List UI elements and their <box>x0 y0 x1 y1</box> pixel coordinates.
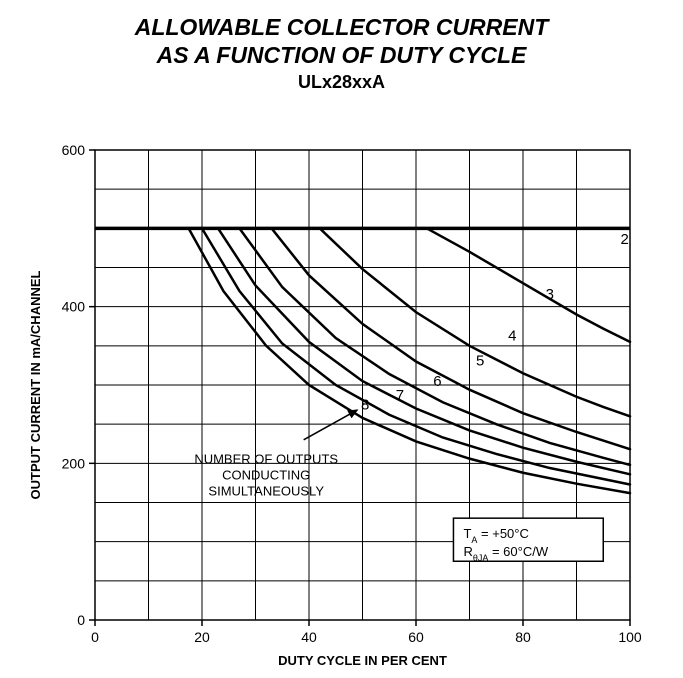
annotation-arrow <box>304 410 358 440</box>
curve-label-8: 8 <box>361 396 369 413</box>
x-axis-label: DUTY CYCLE IN PER CENT <box>278 653 447 668</box>
curve-label-6: 6 <box>433 373 441 390</box>
curve-2 <box>427 228 630 342</box>
annotation-line2: CONDUCTING <box>222 467 310 482</box>
annotation-line3: SIMULTANEOUSLY <box>208 483 324 498</box>
y-tick-label: 400 <box>62 299 86 315</box>
curve-label-5: 5 <box>476 352 484 369</box>
x-tick-label: 80 <box>515 629 531 645</box>
x-tick-label: 60 <box>408 629 424 645</box>
x-tick-label: 0 <box>91 629 99 645</box>
chart: 23456780204060801000200400600DUTY CYCLE … <box>0 0 683 678</box>
x-tick-label: 40 <box>301 629 317 645</box>
x-tick-label: 100 <box>618 629 642 645</box>
y-tick-label: 0 <box>77 612 85 628</box>
curve-label-4: 4 <box>508 327 516 344</box>
y-tick-label: 200 <box>62 455 86 471</box>
x-tick-label: 20 <box>194 629 210 645</box>
curve-label-7: 7 <box>396 387 404 404</box>
y-tick-label: 600 <box>62 142 86 158</box>
y-axis-label: OUTPUT CURRENT IN mA/CHANNEL <box>28 270 43 499</box>
curve-label-3: 3 <box>546 286 554 303</box>
curve-3 <box>320 228 630 416</box>
curve-6 <box>218 228 630 474</box>
annotation-line1: NUMBER OF OUTPUTS <box>194 451 338 466</box>
curve-label-2: 2 <box>620 231 628 248</box>
